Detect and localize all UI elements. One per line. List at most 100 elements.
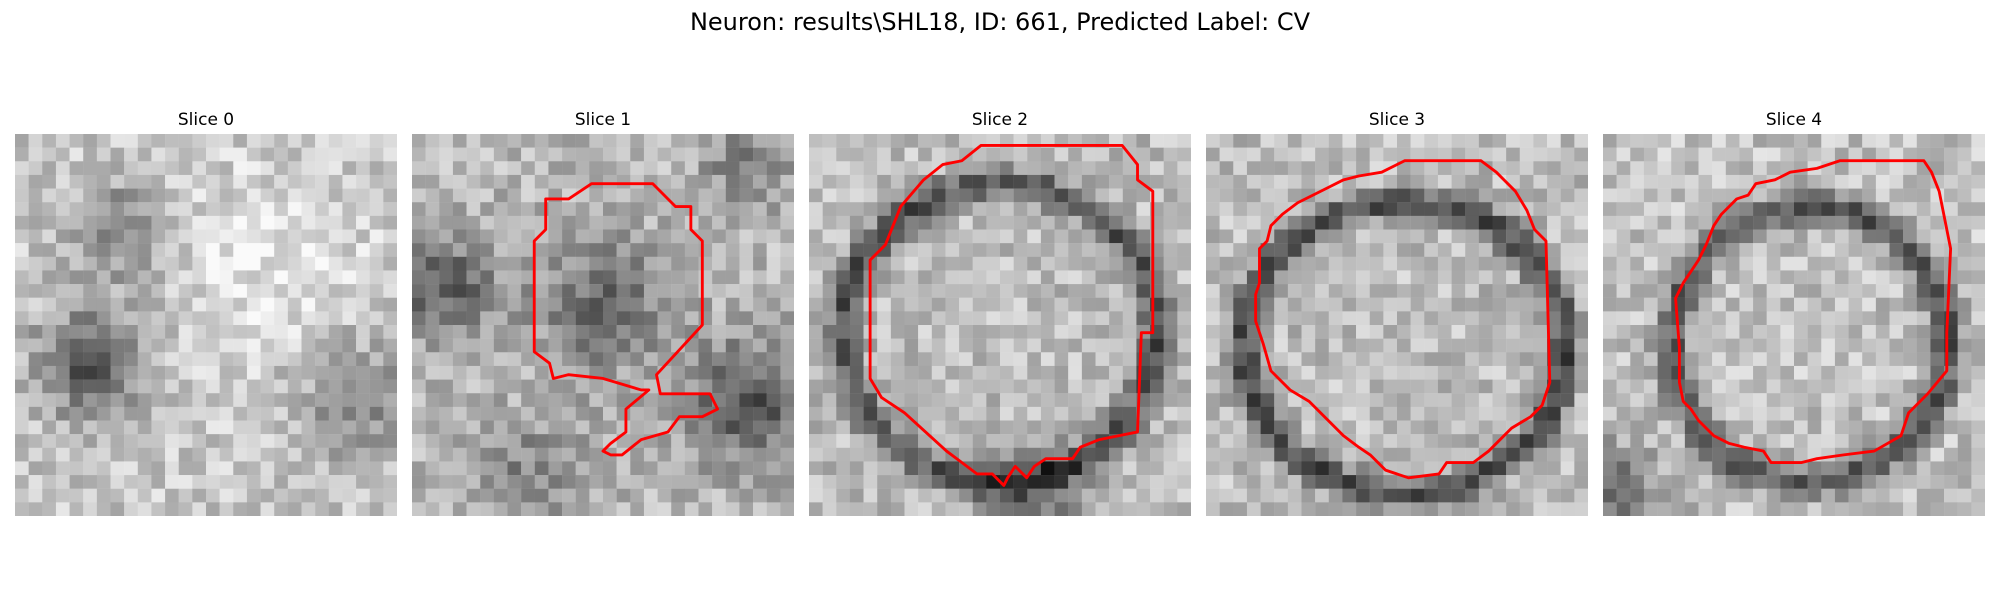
pixel-cell — [1834, 229, 1849, 244]
pixel-cell — [575, 338, 590, 353]
pixel-cell — [698, 311, 713, 326]
pixel-cell — [1136, 134, 1151, 148]
pixel-cell — [822, 365, 837, 380]
pixel-cell — [1684, 475, 1699, 489]
pixel-cell — [562, 406, 576, 421]
pixel-cell — [1410, 229, 1425, 244]
pixel-cell — [1301, 447, 1316, 462]
pixel-cell — [383, 188, 397, 203]
pixel-cell — [28, 502, 43, 516]
pixel-cell — [1287, 475, 1302, 489]
pixel-cell — [1616, 147, 1631, 162]
pixel-cell — [1712, 475, 1726, 489]
pixel-cell — [603, 243, 617, 257]
segmentation-outline — [1674, 159, 1953, 464]
pixel-cell — [28, 447, 43, 462]
pixel-cell — [356, 502, 370, 516]
pixel-cell — [42, 325, 57, 339]
pixel-cell — [575, 325, 590, 339]
pixel-cell — [55, 270, 70, 285]
pixel-cell — [562, 365, 576, 380]
pixel-cell — [507, 420, 522, 435]
pixel-cell — [521, 502, 535, 516]
pixel-cell — [616, 284, 631, 298]
pixel-cell — [1451, 147, 1466, 162]
pixel-cell — [260, 352, 275, 367]
pixel-cell — [534, 475, 549, 489]
pixel-cell — [1219, 352, 1234, 367]
pixel-cell — [439, 297, 454, 312]
pixel-cell — [287, 215, 302, 230]
pixel-cell — [1027, 161, 1042, 176]
pixel-cell — [1971, 434, 1985, 448]
pixel-cell — [1081, 461, 1096, 476]
pixel-cell — [83, 502, 98, 516]
pixel-cell — [1027, 352, 1042, 367]
pixel-cell — [1574, 325, 1588, 339]
pixel-cell — [1492, 325, 1507, 339]
pixel-cell — [1328, 502, 1343, 516]
pixel-cell — [1397, 488, 1411, 503]
pixel-cell — [766, 134, 781, 148]
pixel-cell — [877, 352, 892, 367]
pixel-cell — [1684, 229, 1699, 244]
pixel-cell — [1356, 174, 1370, 189]
pixel-cell — [863, 488, 878, 503]
pixel-cell — [1780, 215, 1795, 230]
pixel-cell — [1630, 352, 1645, 367]
pixel-cell — [1027, 488, 1042, 503]
pixel-cell — [246, 243, 261, 257]
pixel-cell — [342, 284, 357, 298]
pixel-cell — [1862, 461, 1877, 476]
pixel-cell — [1957, 297, 1972, 312]
pixel-cell — [671, 174, 686, 189]
pixel-cell — [1657, 325, 1672, 339]
pixel-cell — [1519, 420, 1534, 435]
pixel-cell — [822, 161, 837, 176]
pixel-cell — [1794, 188, 1808, 203]
pixel-cell — [1122, 352, 1137, 367]
pixel-cell — [356, 229, 370, 244]
pixel-cell — [1465, 202, 1480, 217]
pixel-cell — [42, 311, 57, 326]
pixel-cell — [260, 420, 275, 435]
pixel-cell — [712, 338, 726, 353]
pixel-cell — [110, 325, 125, 339]
pixel-cell — [725, 284, 740, 298]
pixel-cell — [1478, 311, 1493, 326]
pixel-cell — [959, 284, 973, 298]
pixel-cell — [137, 243, 152, 257]
pixel-cell — [1547, 174, 1561, 189]
pixel-cell — [260, 488, 275, 503]
pixel-cell — [83, 420, 98, 435]
pixel-cell — [412, 243, 426, 257]
pixel-cell — [1437, 325, 1452, 339]
pixel-cell — [1437, 284, 1452, 298]
pixel-cell — [1848, 393, 1863, 408]
pixel-cell — [1219, 311, 1234, 326]
pixel-cell — [69, 188, 84, 203]
pixel-cell — [452, 406, 467, 421]
pixel-cell — [1780, 256, 1795, 271]
pixel-cell — [55, 202, 70, 217]
pixel-cell — [725, 243, 740, 257]
pixel-cell — [124, 215, 138, 230]
pixel-cell — [959, 215, 973, 230]
pixel-cell — [1206, 297, 1220, 312]
pixel-cell — [931, 406, 946, 421]
pixel-cell — [809, 311, 823, 326]
pixel-cell — [260, 447, 275, 462]
pixel-cell — [1177, 325, 1191, 339]
pixel-cell — [287, 188, 302, 203]
pixel-cell — [1274, 188, 1289, 203]
pixel-cell — [219, 325, 234, 339]
pixel-cell — [1519, 434, 1534, 448]
pixel-cell — [589, 229, 604, 244]
pixel-cell — [890, 502, 905, 516]
pixel-cell — [1971, 338, 1985, 353]
pixel-cell — [1383, 434, 1398, 448]
pixel-cell — [1712, 297, 1726, 312]
pixel-cell — [1410, 215, 1425, 230]
pixel-cell — [1848, 134, 1863, 148]
pixel-cell — [684, 406, 699, 421]
